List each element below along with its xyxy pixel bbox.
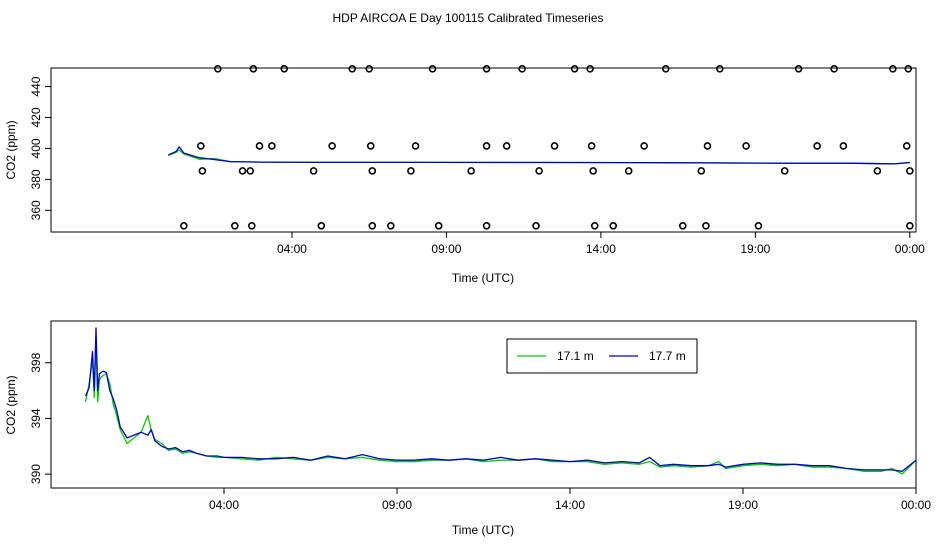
- calibration-point: [678, 222, 687, 230]
- calibration-point: [640, 142, 648, 150]
- calibration-point: [839, 142, 848, 150]
- y-axis-label: CO2 (ppm): [4, 375, 18, 434]
- calibration-point: [590, 222, 599, 230]
- calibration-point: [889, 64, 897, 73]
- x-tick-label: 04:00: [277, 242, 307, 256]
- figure-title: HDP AIRCOA E Day 100115 Calibrated Times…: [332, 11, 603, 25]
- calibration-point: [368, 167, 377, 175]
- x-tick-label: 00:00: [901, 498, 931, 512]
- calibration-point: [434, 222, 443, 230]
- calibration-point: [830, 64, 838, 73]
- calibration-point: [904, 64, 913, 73]
- x-tick-label: 14:00: [586, 242, 616, 256]
- calibration-point: [589, 167, 597, 175]
- y-tick-label: 394: [29, 408, 43, 428]
- chart-top: 04:00 09:00 14:00 19:00 00:00 360 380 400 420 44…: [4, 64, 925, 285]
- calibration-point: [813, 142, 821, 150]
- plot-frame: [50, 320, 917, 489]
- calibration-point: [661, 64, 670, 73]
- y-tick-label: 440: [29, 76, 43, 96]
- x-axis-label: Time (UTC): [452, 271, 514, 285]
- calibration-point: [246, 167, 255, 175]
- series-line-17-1-m: [84, 341, 917, 475]
- calibration-point: [550, 142, 559, 150]
- calibration-point: [309, 167, 318, 175]
- x-tick-label: 09:00: [382, 498, 412, 512]
- y-tick-label: 420: [29, 107, 43, 127]
- x-tick-label: 19:00: [728, 498, 758, 512]
- calibration-point: [609, 222, 618, 230]
- calibration-point: [780, 167, 789, 175]
- series-line-17-7-m: [85, 327, 917, 472]
- calibration-point: [407, 167, 415, 175]
- calibration-point: [742, 142, 750, 150]
- calibration-point: [366, 142, 375, 150]
- x-tick-label: 19:00: [740, 242, 770, 256]
- y-tick-label: 380: [29, 169, 43, 189]
- calibration-point: [902, 142, 911, 150]
- x-tick-label: 04:00: [209, 498, 239, 512]
- y-tick-label: 390: [29, 464, 43, 484]
- calibration-point: [280, 64, 289, 73]
- calibration-point: [214, 64, 222, 73]
- legend: 17.1 m 17.7 m: [506, 338, 698, 374]
- calibration-point: [238, 167, 247, 175]
- calibration-point: [348, 64, 357, 73]
- x-tick-label: 14:00: [555, 498, 585, 512]
- calibration-point: [268, 142, 276, 150]
- calibration-point: [587, 142, 596, 150]
- calibration-point: [906, 222, 914, 230]
- calibration-point: [502, 142, 511, 150]
- calibration-point: [467, 167, 475, 175]
- calibration-point: [197, 142, 205, 150]
- chart-bottom: 04:00 09:00 14:00 19:00 00:00 390 394 398 Time…: [4, 320, 931, 537]
- calibration-point: [180, 222, 188, 230]
- calibration-point: [906, 167, 914, 175]
- calibration-point: [754, 222, 763, 230]
- calibration-point: [387, 222, 395, 230]
- calibration-point: [328, 142, 336, 150]
- series-line-2: [168, 146, 910, 165]
- calibration-point: [873, 167, 882, 175]
- calibration-point: [365, 64, 373, 73]
- calibration-point: [482, 222, 491, 230]
- calibration-point: [697, 167, 706, 175]
- y-axis-label: CO2 (ppm): [4, 120, 18, 179]
- calibration-point: [570, 64, 579, 73]
- calibration-point: [586, 64, 594, 73]
- calibration-point: [428, 64, 437, 73]
- calibration-point: [248, 222, 256, 230]
- calibration-point: [535, 167, 543, 175]
- legend-label-17-7m: 17.7 m: [649, 349, 686, 363]
- calibration-point: [716, 64, 724, 73]
- calibration-point: [702, 222, 710, 230]
- calibration-point: [624, 167, 633, 175]
- x-tick-label: 00:00: [895, 242, 925, 256]
- calibration-point: [482, 64, 491, 73]
- y-tick-label: 400: [29, 138, 43, 158]
- legend-label-17-1m: 17.1 m: [557, 349, 594, 363]
- calibration-point: [532, 222, 540, 230]
- calibration-point: [317, 222, 326, 230]
- calibration-point: [794, 64, 803, 73]
- x-tick-label: 09:00: [431, 242, 461, 256]
- x-axis-label: Time (UTC): [452, 523, 514, 537]
- y-tick-label: 398: [29, 352, 43, 372]
- calibration-point: [703, 142, 712, 150]
- calibration-point: [231, 222, 239, 230]
- calibration-point: [518, 64, 526, 73]
- calibration-point: [482, 142, 491, 150]
- calibration-point: [368, 222, 377, 230]
- calibration-point: [255, 142, 264, 150]
- calibration-point: [249, 64, 258, 73]
- calibration-point: [198, 167, 207, 175]
- y-tick-label: 360: [29, 200, 43, 220]
- calibration-point: [411, 142, 420, 150]
